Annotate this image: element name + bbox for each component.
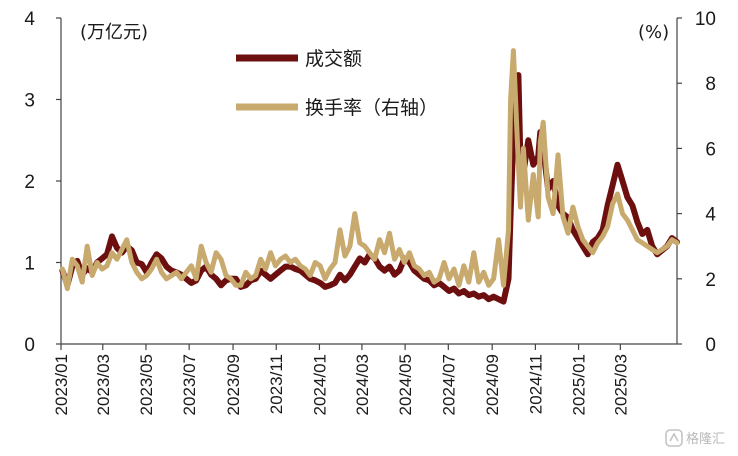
x-tick-label: 2023/09 [224, 354, 243, 415]
right-tick-label: 8 [705, 74, 716, 95]
right-tick-label: 6 [705, 139, 716, 160]
x-tick-label: 2023/07 [180, 354, 199, 415]
watermark-text: 格隆汇 [686, 431, 725, 447]
x-tick-label: 2023/05 [137, 354, 156, 415]
x-tick-label: 2024/03 [353, 354, 372, 415]
right-tick-label: 0 [705, 335, 716, 356]
left-tick-label: 4 [24, 9, 35, 30]
series-line-turnover-value [59, 72, 680, 305]
right-tick-label: 4 [705, 205, 716, 226]
glh-logo-icon [665, 429, 683, 447]
x-tick-label: 2025/03 [611, 354, 630, 415]
watermark: 格隆汇 [665, 429, 725, 447]
right-tick-label: 2 [705, 270, 716, 291]
series-lines [59, 48, 680, 305]
axes [56, 17, 682, 350]
left-axis-unit: (万亿元) [80, 22, 148, 43]
x-tick-label: 2024/05 [396, 354, 415, 415]
x-tick-label: 2024/09 [483, 354, 502, 415]
x-tick-label: 2023/01 [52, 354, 71, 415]
left-tick-label: 2 [24, 172, 35, 193]
x-tick-label: 2023/03 [94, 354, 113, 415]
x-tick-label: 2024/07 [439, 354, 458, 415]
legend-label-turnover-value: 成交额 [305, 48, 362, 70]
left-tick-label: 1 [24, 254, 35, 275]
legend-label-turnover-rate: 换手率（右轴） [305, 97, 438, 119]
left-tick-label: 0 [24, 335, 35, 356]
x-tick-label: 2025/01 [570, 354, 589, 415]
left-tick-label: 3 [24, 91, 35, 112]
x-tick-label: 2024/11 [526, 354, 545, 414]
x-tick-label: 2024/01 [310, 354, 329, 415]
legend: 成交额 换手率（右轴） [236, 48, 438, 119]
right-tick-label: 10 [695, 9, 716, 30]
right-axis-unit: (%) [638, 22, 669, 43]
axis-labels: 0 1 2 3 4 0 2 4 6 8 10 2023/01 2023/03 2023/05 2023/07… [24, 9, 716, 415]
series-line-turnover-rate [59, 48, 680, 292]
x-tick-label: 2023/11 [267, 354, 286, 414]
